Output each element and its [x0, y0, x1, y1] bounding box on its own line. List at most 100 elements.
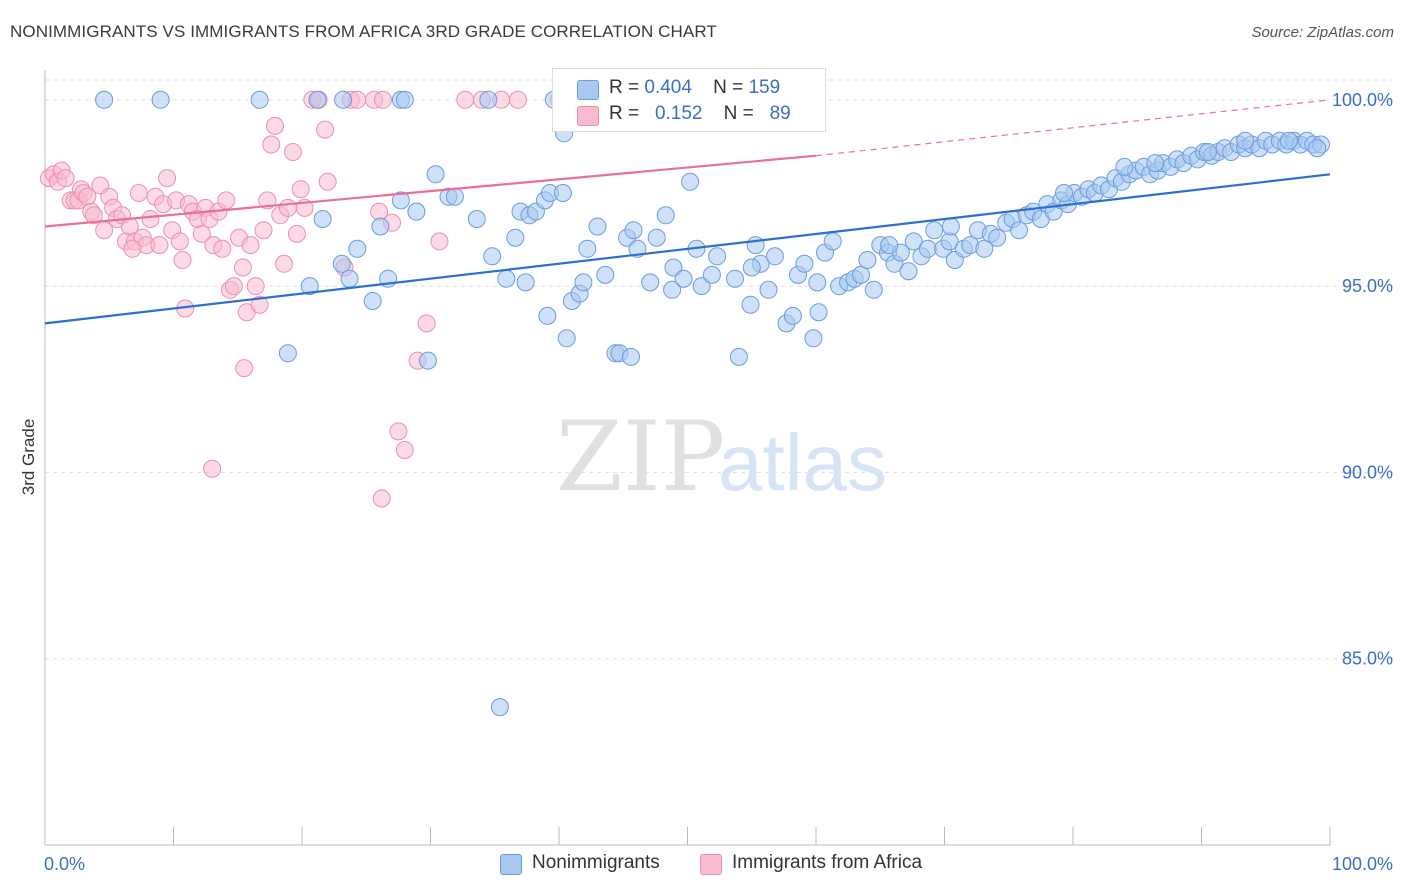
- data-point: [664, 258, 683, 277]
- data-point: [663, 280, 682, 299]
- data-point: [340, 269, 359, 288]
- data-point: [235, 359, 254, 378]
- n-label: N =: [713, 77, 744, 98]
- data-point: [681, 172, 700, 191]
- data-point: [332, 254, 351, 273]
- data-point: [692, 277, 711, 296]
- data-point: [852, 265, 870, 284]
- data-point: [371, 217, 390, 236]
- r-label: R =: [609, 77, 640, 98]
- y-tick-label: 85.0%: [1342, 649, 1393, 669]
- data-point: [1236, 131, 1255, 150]
- data-point: [395, 441, 414, 459]
- data-point: [783, 306, 802, 325]
- data-point: [316, 120, 335, 139]
- data-point: [795, 254, 814, 273]
- x-tick-label: 100.0%: [1332, 854, 1393, 874]
- data-point: [151, 90, 170, 109]
- data-point: [407, 202, 426, 221]
- data-point: [588, 217, 607, 236]
- n-label: N =: [723, 103, 754, 124]
- data-point: [141, 210, 160, 228]
- trend-line-immigrants-extension: [815, 99, 1331, 157]
- data-point: [578, 239, 597, 258]
- data-point: [254, 221, 273, 240]
- data-point: [284, 143, 302, 161]
- r-value: 0.152: [654, 103, 703, 124]
- data-point: [395, 90, 414, 109]
- swatch-pink: [577, 106, 599, 126]
- swatch-blue: [577, 80, 599, 100]
- tick-labels: 85.0% 90.0% 95.0% 100.0% 0.0% 100.0%: [44, 90, 1393, 874]
- data-point: [858, 251, 877, 269]
- data-point: [348, 239, 367, 258]
- watermark: ZIP atlas: [556, 401, 887, 513]
- data-point: [647, 228, 666, 247]
- data-point: [129, 184, 148, 202]
- data-point: [808, 273, 827, 292]
- data-point: [313, 210, 332, 228]
- data-point: [508, 90, 527, 109]
- data-point: [759, 280, 778, 299]
- data-point: [224, 277, 243, 296]
- data-point: [217, 191, 236, 210]
- y-tick-label: 90.0%: [1342, 462, 1393, 482]
- data-point: [426, 165, 445, 184]
- y-axis-label: 3rd Grade: [19, 419, 38, 496]
- data-point: [250, 295, 269, 314]
- data-point: [275, 254, 293, 273]
- data-point: [497, 269, 516, 288]
- chart-title: NONIMMIGRANTS VS IMMIGRANTS FROM AFRICA …: [10, 22, 717, 41]
- data-point: [262, 135, 281, 154]
- data-point: [233, 258, 252, 277]
- data-point: [746, 236, 765, 255]
- data-point: [173, 251, 192, 269]
- data-point: [158, 169, 177, 188]
- data-point: [483, 247, 502, 266]
- data-point: [430, 232, 449, 251]
- data-point: [170, 232, 189, 251]
- data-point: [516, 273, 535, 292]
- data-point: [246, 277, 265, 296]
- trend-line-nonimmigrants: [44, 173, 1331, 325]
- y-tick-label: 95.0%: [1342, 276, 1393, 296]
- data-point: [538, 306, 557, 325]
- data-point: [904, 232, 923, 251]
- watermark-zip: ZIP: [556, 401, 725, 513]
- data-point: [708, 247, 727, 266]
- legend-swatch-pink: [700, 854, 722, 875]
- series-immigrants-from-africa: [39, 90, 568, 508]
- legend-label: Nonimmigrants: [532, 852, 660, 873]
- data-point: [318, 172, 337, 191]
- data-point: [506, 228, 525, 247]
- data-point: [467, 210, 486, 228]
- data-point: [624, 221, 643, 240]
- data-point: [553, 184, 572, 202]
- data-point: [417, 314, 436, 333]
- data-point: [490, 698, 509, 717]
- n-value: 89: [769, 103, 791, 124]
- data-point: [557, 329, 576, 348]
- data-point: [287, 224, 306, 243]
- data-point: [1115, 157, 1134, 176]
- data-point: [1198, 143, 1217, 161]
- data-point: [291, 180, 310, 199]
- data-point: [56, 169, 75, 188]
- r-value: 0.404: [644, 77, 692, 98]
- data-point: [1146, 154, 1165, 173]
- stats-legend: R = 0.404 N = 159 R = 0.152 N = 89: [552, 68, 826, 132]
- data-point: [864, 280, 883, 299]
- x-tick-label: 0.0%: [44, 854, 85, 874]
- data-point: [456, 90, 475, 109]
- data-point: [372, 489, 391, 508]
- data-point: [674, 269, 693, 288]
- data-point: [391, 191, 410, 210]
- data-point: [389, 422, 408, 441]
- n-value: 159: [748, 77, 781, 98]
- data-point: [622, 347, 640, 366]
- data-point: [278, 344, 297, 363]
- data-point: [479, 90, 498, 109]
- data-point: [418, 351, 437, 370]
- data-point: [334, 90, 353, 109]
